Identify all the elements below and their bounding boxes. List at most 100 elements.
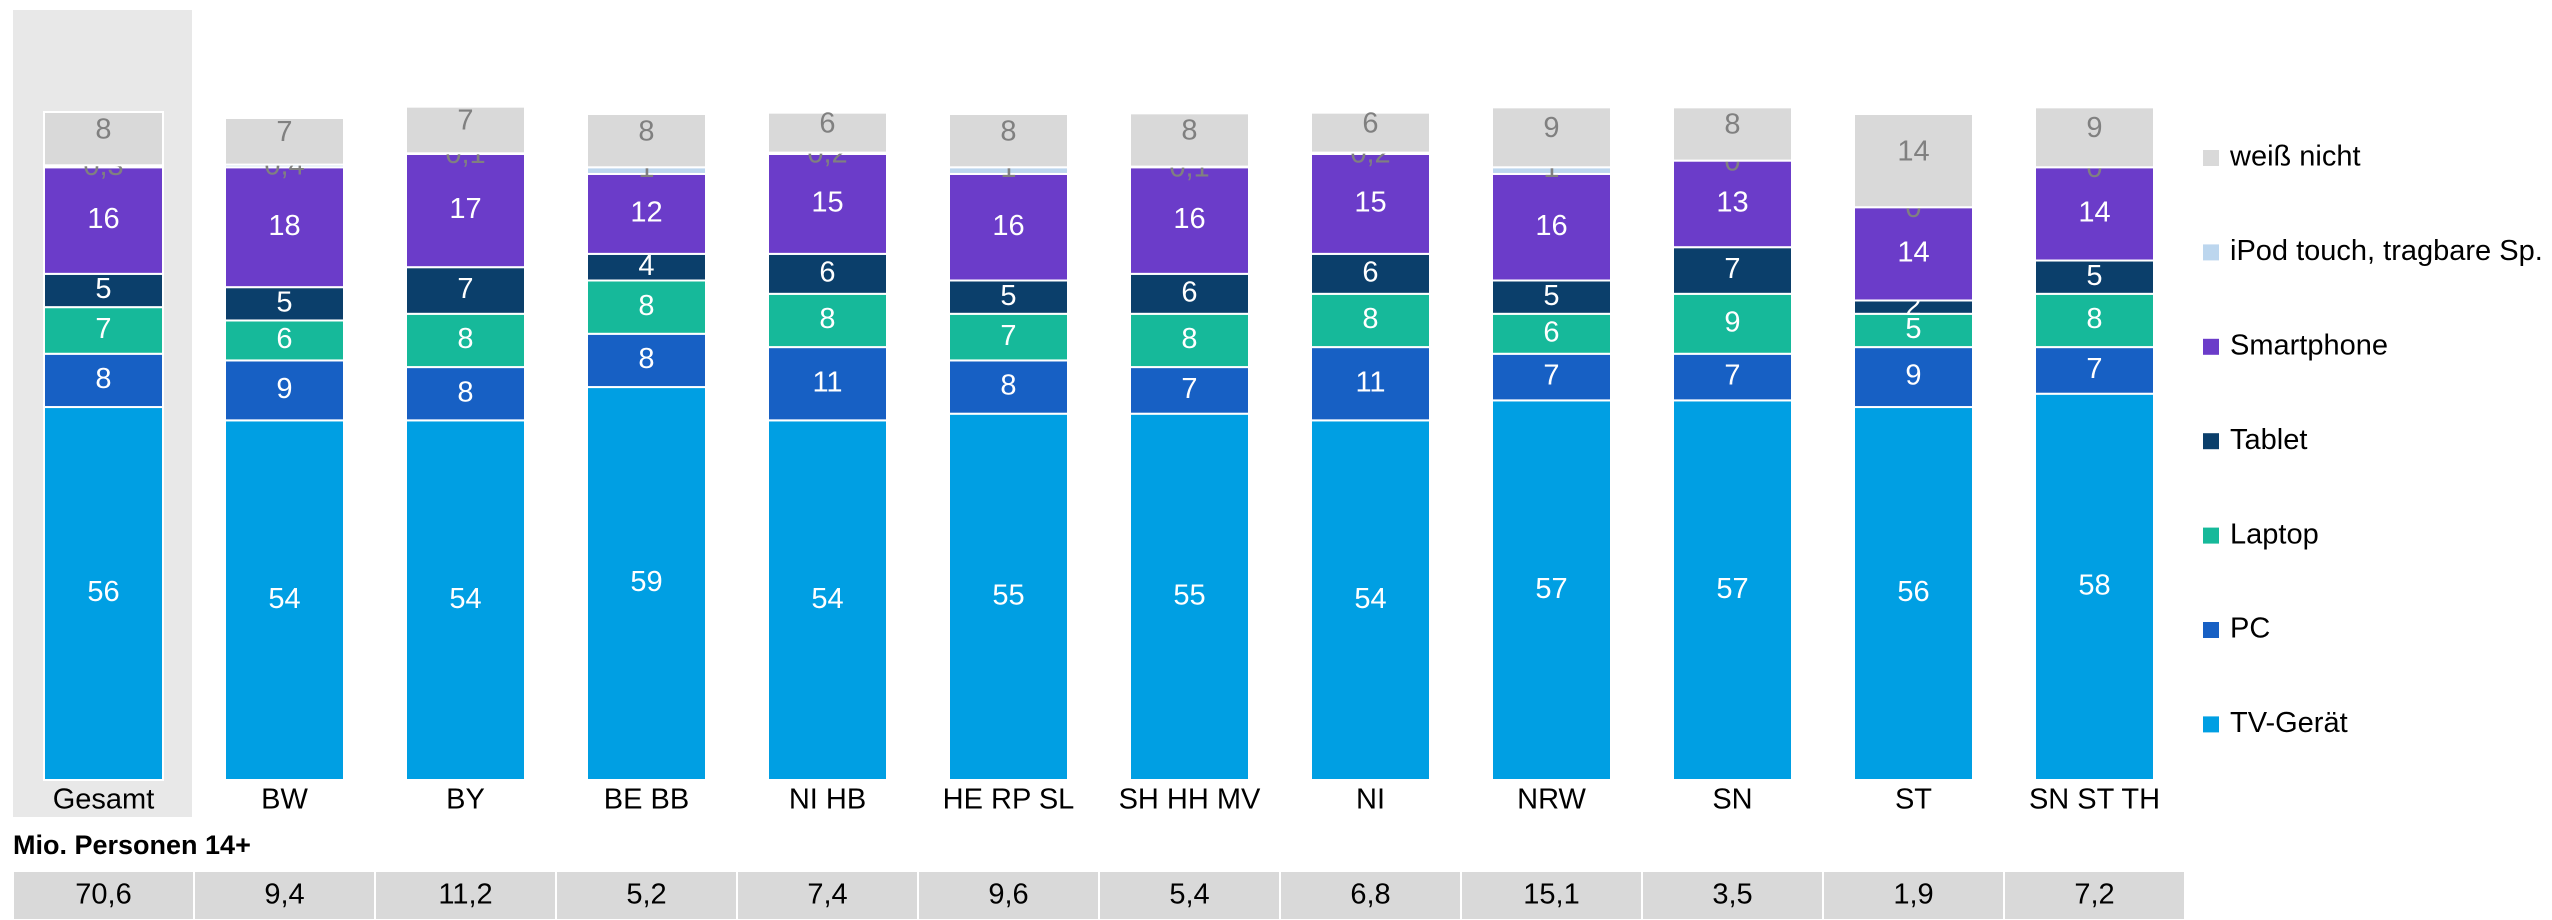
data-label: 7 bbox=[1181, 373, 1197, 405]
x-tick-label: HE RP SL bbox=[943, 784, 1075, 816]
bar-segment bbox=[586, 113, 707, 169]
data-label: 5 bbox=[2086, 260, 2102, 292]
bar-segment bbox=[1129, 112, 1250, 168]
table-cell bbox=[1822, 870, 2005, 920]
legend-swatch bbox=[2203, 527, 2219, 544]
data-label: 16 bbox=[1535, 210, 1567, 242]
data-label: 7 bbox=[1724, 360, 1740, 392]
bar-segment bbox=[1129, 272, 1250, 315]
bar-segment bbox=[43, 406, 164, 781]
table-cell bbox=[736, 870, 919, 920]
bar-segment bbox=[1672, 106, 1793, 162]
legend-label: TV-Gerät bbox=[2230, 707, 2348, 739]
data-label: 54 bbox=[1354, 583, 1386, 615]
legend-label: Tablet bbox=[2230, 424, 2307, 456]
table-value: 11,2 bbox=[438, 879, 492, 911]
bar-segment bbox=[405, 152, 526, 269]
data-label: 5 bbox=[276, 286, 292, 318]
x-tick-label: NRW bbox=[1517, 784, 1586, 816]
bar-segment bbox=[43, 306, 164, 355]
data-label: 8 bbox=[1724, 109, 1740, 141]
data-label: 58 bbox=[2078, 570, 2110, 602]
data-label: 8 bbox=[1000, 115, 1016, 147]
table-value: 70,6 bbox=[75, 879, 131, 911]
data-label: 7 bbox=[2086, 353, 2102, 385]
data-label: 11 bbox=[812, 366, 842, 398]
bar-segment bbox=[948, 412, 1069, 781]
data-label: 8 bbox=[819, 303, 835, 335]
table-cell bbox=[193, 870, 376, 920]
bar-segment bbox=[1310, 292, 1431, 349]
legend-label: PC bbox=[2230, 613, 2270, 645]
bar-segment bbox=[1672, 352, 1793, 402]
bar-segment bbox=[1853, 312, 1974, 349]
bar-segment bbox=[224, 319, 345, 362]
bar-segment bbox=[1310, 111, 1431, 154]
bar-segment bbox=[767, 419, 888, 781]
data-label: 56 bbox=[1897, 576, 1929, 608]
bar-segment bbox=[2034, 259, 2155, 295]
data-label: 9 bbox=[1724, 306, 1740, 338]
data-label: 16 bbox=[87, 203, 119, 235]
x-tick-label: SH HH MV bbox=[1119, 784, 1261, 816]
data-label: 56 bbox=[87, 576, 119, 608]
table-cell bbox=[1279, 870, 1462, 920]
bar-segment bbox=[2034, 392, 2155, 781]
data-label: 57 bbox=[1716, 573, 1748, 605]
table-cell bbox=[2003, 870, 2186, 920]
legend-swatch bbox=[2203, 622, 2219, 638]
data-label: 16 bbox=[1173, 203, 1205, 235]
data-label: 8 bbox=[2086, 303, 2102, 335]
bar-segment bbox=[224, 359, 345, 422]
bar-segment bbox=[1491, 352, 1612, 402]
table-value: 9,4 bbox=[264, 879, 304, 911]
data-label: 5 bbox=[1543, 280, 1559, 312]
bar-segment bbox=[224, 419, 345, 781]
data-label: 57 bbox=[1535, 573, 1567, 605]
legend-label: Laptop bbox=[2230, 518, 2319, 550]
table-value: 1,9 bbox=[1893, 879, 1933, 911]
bar-segment bbox=[948, 359, 1069, 415]
table-value: 6,8 bbox=[1350, 879, 1390, 911]
data-label: 7 bbox=[1543, 360, 1559, 392]
data-label: 15 bbox=[811, 187, 843, 219]
table-value: 3,5 bbox=[1712, 879, 1752, 911]
data-label: 55 bbox=[1173, 580, 1205, 612]
legend-label: iPod touch, tragbare Sp. bbox=[2230, 235, 2543, 267]
data-label: 14 bbox=[1897, 237, 1929, 269]
data-label: 7 bbox=[1000, 320, 1016, 352]
data-label: 7 bbox=[1724, 253, 1740, 285]
data-label: 16 bbox=[992, 210, 1024, 242]
data-label: 8 bbox=[638, 343, 654, 375]
legend-swatch bbox=[2203, 716, 2219, 733]
data-label: 55 bbox=[992, 580, 1024, 612]
data-label: 6 bbox=[1362, 107, 1378, 139]
data-label: 8 bbox=[638, 115, 654, 147]
bar-segment bbox=[1310, 252, 1431, 295]
bar-segment bbox=[586, 172, 707, 255]
bar-segment bbox=[948, 279, 1069, 315]
data-label: 54 bbox=[449, 583, 481, 615]
data-label: 4 bbox=[638, 250, 654, 282]
data-label: 7 bbox=[276, 116, 292, 148]
data-label: 8 bbox=[1181, 323, 1197, 355]
data-label: 59 bbox=[630, 566, 662, 598]
table-value: 7,2 bbox=[2074, 879, 2114, 911]
legend-label: Smartphone bbox=[2230, 329, 2388, 361]
legend-swatch bbox=[2203, 150, 2219, 166]
data-label: 7 bbox=[95, 313, 111, 345]
table-value: 15,1 bbox=[1523, 879, 1579, 911]
bar-segment bbox=[767, 252, 888, 295]
x-tick-label: SN bbox=[1712, 784, 1752, 816]
bar-segment bbox=[1853, 113, 1974, 209]
legend-label: weiß nicht bbox=[2229, 141, 2361, 173]
data-label: 8 bbox=[457, 323, 473, 355]
data-label: 11 bbox=[1355, 366, 1385, 398]
bar-segment bbox=[1672, 399, 1793, 781]
bar-segment bbox=[1853, 346, 1974, 409]
x-tick-label: BW bbox=[261, 784, 308, 816]
bar-segment bbox=[2034, 106, 2155, 169]
table-value: 9,6 bbox=[988, 879, 1028, 911]
x-tick-label: ST bbox=[1895, 784, 1932, 816]
bar-segment bbox=[1672, 292, 1793, 355]
